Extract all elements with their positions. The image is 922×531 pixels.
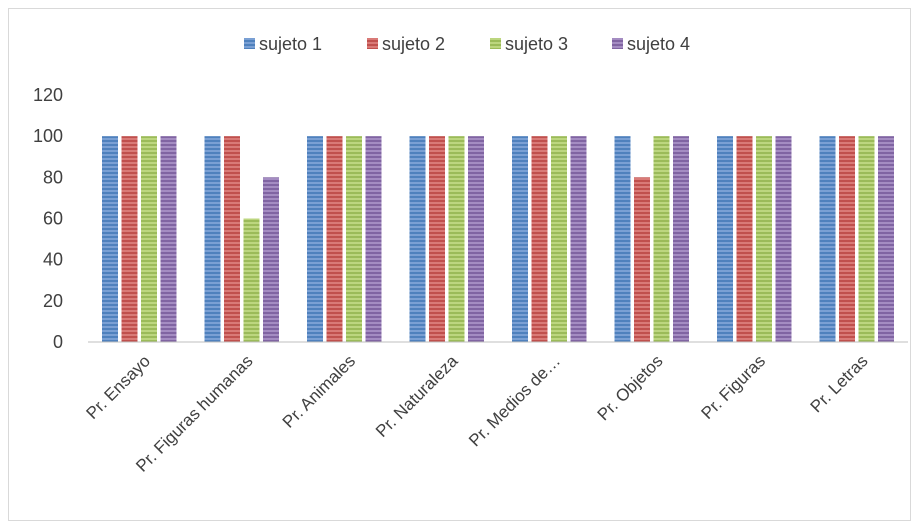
bar — [204, 136, 221, 342]
legend-swatch — [612, 38, 623, 49]
y-tick-label: 80 — [43, 167, 63, 187]
bar — [819, 136, 836, 342]
bar — [634, 177, 650, 342]
x-tick-label: Pr. Letras — [807, 351, 872, 416]
bar — [775, 136, 792, 342]
bars — [102, 136, 894, 342]
bar — [365, 136, 382, 342]
y-tick-label: 20 — [43, 291, 63, 311]
bar — [839, 136, 855, 342]
bar — [878, 136, 894, 342]
bar — [102, 136, 118, 342]
bar — [141, 136, 157, 342]
x-tick-label: Pr. Medios de… — [465, 351, 564, 450]
legend-label: sujeto 3 — [505, 34, 568, 54]
bar — [429, 136, 445, 342]
legend-swatch — [490, 38, 501, 49]
y-axis: 0 20 40 60 80 100 120 — [33, 85, 63, 352]
y-tick-label: 40 — [43, 250, 63, 270]
bar — [736, 136, 753, 342]
x-tick-label: Pr. Naturaleza — [372, 351, 462, 441]
bar — [531, 136, 548, 342]
legend-swatch — [244, 38, 255, 49]
bar — [448, 136, 465, 342]
bar — [717, 136, 733, 342]
bar — [673, 136, 689, 342]
legend-label: sujeto 2 — [382, 34, 445, 54]
legend-label: sujeto 4 — [627, 34, 690, 54]
bar — [570, 136, 587, 342]
legend-label: sujeto 1 — [259, 34, 322, 54]
bar — [468, 136, 484, 342]
y-tick-label: 120 — [33, 85, 63, 105]
bar — [858, 136, 875, 342]
bar — [346, 136, 362, 342]
bar — [409, 136, 426, 342]
bar — [551, 136, 567, 342]
bar — [160, 136, 177, 342]
bar — [243, 218, 260, 342]
bar — [512, 136, 528, 342]
bar — [263, 177, 279, 342]
y-tick-label: 0 — [53, 332, 63, 352]
bar — [307, 136, 323, 342]
x-tick-label: Pr. Ensayo — [83, 351, 155, 423]
x-tick-label: Pr. Animales — [279, 351, 359, 431]
x-tick-label: Pr. Figuras — [698, 351, 770, 423]
bar — [653, 136, 670, 342]
legend: sujeto 1 sujeto 2 sujeto 3 sujeto 4 — [244, 34, 690, 54]
legend-swatch — [367, 38, 378, 49]
bar — [326, 136, 343, 342]
y-tick-label: 100 — [33, 126, 63, 146]
bar — [756, 136, 772, 342]
bar — [614, 136, 631, 342]
bar — [121, 136, 138, 342]
bar — [224, 136, 240, 342]
x-tick-label: Pr. Objetos — [594, 351, 667, 424]
x-tick-label: Pr. Figuras humanas — [132, 351, 256, 475]
y-tick-label: 60 — [43, 209, 63, 229]
